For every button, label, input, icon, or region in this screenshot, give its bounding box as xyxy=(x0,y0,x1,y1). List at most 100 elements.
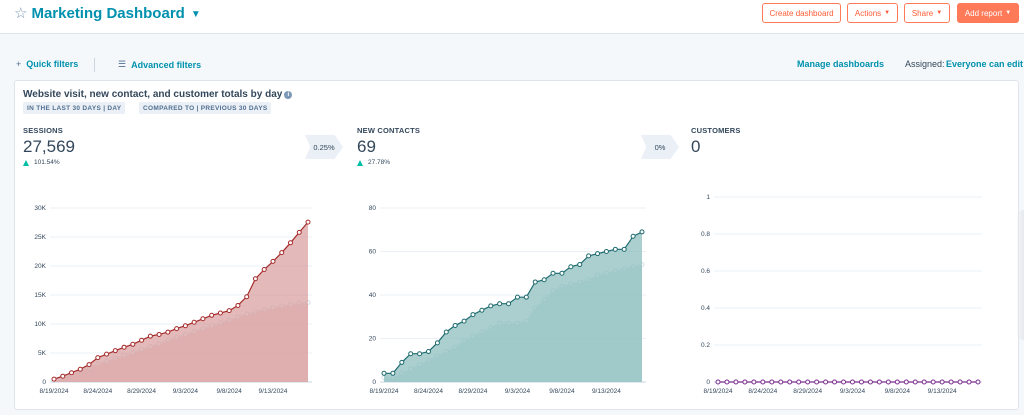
data-point xyxy=(182,323,188,329)
data-point xyxy=(769,379,775,385)
add-report-label: Add report xyxy=(964,8,1003,18)
data-point xyxy=(715,379,721,385)
data-point xyxy=(894,379,900,385)
manage-dashboards-label: Manage dashboards xyxy=(797,59,885,69)
filter-divider xyxy=(94,58,95,72)
x-tick-label: 9/3/2024 xyxy=(173,388,199,395)
data-point xyxy=(639,229,645,235)
y-tick-label: 0 xyxy=(706,379,710,386)
data-point xyxy=(603,249,609,254)
y-tick-label: 0.4 xyxy=(701,305,710,312)
data-point xyxy=(832,379,838,385)
date-range-tag[interactable]: IN THE LAST 30 DAYS | DAY xyxy=(23,102,126,114)
manage-dashboards-link[interactable]: Manage dashboards xyxy=(797,59,884,69)
x-tick-label: 8/19/2024 xyxy=(370,388,399,395)
scroll-indicator[interactable] xyxy=(1016,210,1024,340)
y-tick-label: 0 xyxy=(42,379,46,386)
data-point xyxy=(112,348,118,354)
y-tick-label: 20K xyxy=(34,263,46,270)
metric-label: CUSTOMERS xyxy=(691,126,741,135)
data-point xyxy=(957,379,963,385)
report-title: Website visit, new contact, and customer… xyxy=(23,89,283,100)
y-tick-label: 60 xyxy=(369,249,377,256)
data-point xyxy=(921,379,927,385)
create-dashboard-button[interactable]: Create dashboard xyxy=(762,3,841,23)
filter-icon: ☰ xyxy=(118,59,127,69)
metric-value: 27,569 xyxy=(23,137,75,156)
filter-bar: + Quick filters ☰ Advanced filters Manag… xyxy=(0,55,1024,75)
actions-label: Actions xyxy=(854,8,882,18)
data-point xyxy=(77,366,83,372)
share-button[interactable]: Share ▼ xyxy=(904,3,950,23)
y-tick-label: 10K xyxy=(34,321,46,328)
data-point xyxy=(586,253,592,259)
advanced-filters-button[interactable]: ☰ Advanced filters xyxy=(118,59,201,70)
assigned-value-link[interactable]: Everyone can edit xyxy=(946,59,1023,69)
data-point xyxy=(823,379,829,385)
data-point xyxy=(226,308,232,314)
create-dashboard-label: Create dashboard xyxy=(769,8,834,18)
actions-button[interactable]: Actions ▼ xyxy=(847,3,898,23)
data-point xyxy=(147,333,153,339)
data-point xyxy=(244,294,250,300)
quick-filters-button[interactable]: + Quick filters xyxy=(16,59,78,69)
data-point xyxy=(390,370,396,376)
data-point xyxy=(595,251,601,257)
new-contacts-chart: 0 20 40 60 80 8/19/2024 8/24/2024 8/29/2024 9/3/… xyxy=(369,205,646,395)
star-icon[interactable]: ☆ xyxy=(14,5,28,22)
x-tick-label: 9/8/2024 xyxy=(885,388,911,395)
data-point xyxy=(497,301,503,307)
info-icon[interactable]: i xyxy=(284,90,293,99)
data-point xyxy=(279,250,285,256)
data-point xyxy=(425,349,431,355)
x-tick-label: 9/13/2024 xyxy=(592,388,621,395)
data-point xyxy=(506,301,512,307)
data-point xyxy=(805,379,811,385)
data-point xyxy=(733,379,739,385)
data-point xyxy=(903,379,909,385)
metric-new-contacts: NEW CONTACTS 69 27.78% xyxy=(357,126,420,166)
add-report-button[interactable]: Add report ▼ xyxy=(957,3,1019,23)
y-tick-label: 25K xyxy=(34,234,46,241)
data-point xyxy=(885,379,891,385)
data-point xyxy=(523,294,529,300)
series-area xyxy=(384,231,642,382)
x-tick-label: 8/19/2024 xyxy=(704,388,733,395)
metric-label: NEW CONTACTS xyxy=(357,126,421,135)
data-point xyxy=(778,379,784,385)
data-point xyxy=(577,262,583,268)
x-tick-label: 8/29/2024 xyxy=(793,388,822,395)
plus-icon: + xyxy=(16,59,22,69)
metric-sessions: SESSIONS 27,569 101.54% xyxy=(23,126,75,166)
caret-down-icon: ▼ xyxy=(936,10,943,16)
conversion-rate-contacts-customers: 0% xyxy=(641,135,679,159)
customers-chart: 0 0.2 0.4 0.6 0.8 1 8/19/2024 8/24/2024 8/29/202… xyxy=(701,194,982,395)
y-tick-label: 0.2 xyxy=(701,342,710,349)
data-point xyxy=(252,276,258,282)
data-point xyxy=(139,337,145,343)
metric-delta: 27.78% xyxy=(357,159,420,166)
data-point xyxy=(948,379,954,385)
data-point xyxy=(550,270,556,276)
compare-tag[interactable]: COMPARED TO | PREVIOUS 30 DAYS xyxy=(139,102,272,114)
data-point xyxy=(209,312,215,318)
data-point xyxy=(966,379,972,385)
data-point xyxy=(867,379,873,385)
y-tick-label: 0.8 xyxy=(701,231,710,238)
y-tick-label: 0.6 xyxy=(701,268,710,275)
x-tick-label: 9/8/2024 xyxy=(217,388,243,395)
y-tick-label: 5K xyxy=(38,350,47,357)
data-point xyxy=(568,264,574,270)
data-point xyxy=(514,294,520,300)
data-point xyxy=(95,355,101,361)
data-point xyxy=(417,351,423,357)
y-tick-label: 0 xyxy=(372,379,376,386)
data-point xyxy=(930,379,936,385)
data-point xyxy=(434,340,440,346)
chevron-down-icon[interactable]: ▼ xyxy=(190,8,201,20)
dashboard-title-wrap[interactable]: ☆ Marketing Dashboard ▼ xyxy=(14,4,201,23)
assigned-label: Assigned: xyxy=(905,59,945,69)
dashboard-title[interactable]: Marketing Dashboard xyxy=(31,4,185,22)
data-point xyxy=(876,379,882,385)
y-tick-label: 80 xyxy=(369,205,377,212)
